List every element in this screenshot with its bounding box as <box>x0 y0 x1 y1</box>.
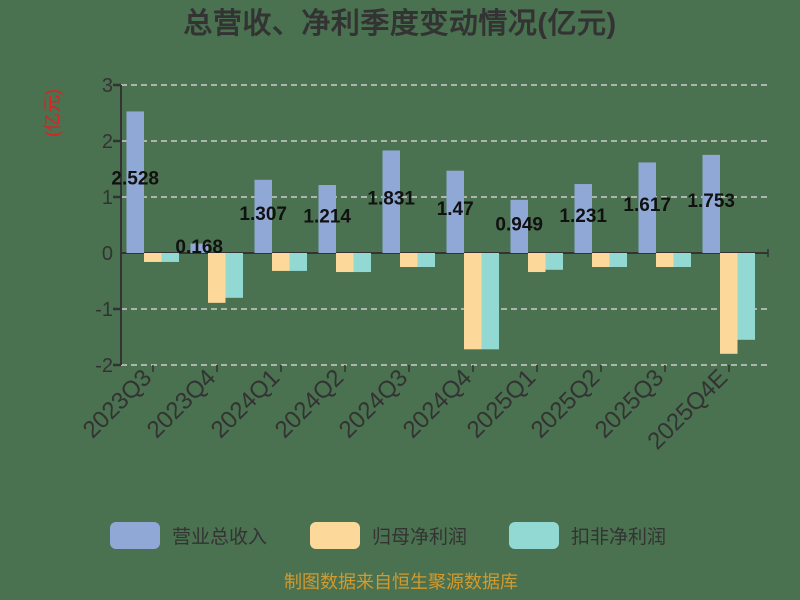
svg-text:3: 3 <box>102 75 113 97</box>
svg-text:1.307: 1.307 <box>239 204 287 225</box>
svg-text:0.168: 0.168 <box>175 237 223 258</box>
svg-text:-2: -2 <box>95 355 113 377</box>
svg-text:营业总收入: 营业总收入 <box>172 526 267 548</box>
svg-text:0: 0 <box>102 243 113 265</box>
svg-text:1.753: 1.753 <box>687 191 735 212</box>
svg-text:0.949: 0.949 <box>495 214 543 235</box>
svg-text:2: 2 <box>102 131 113 153</box>
svg-text:1.231: 1.231 <box>559 206 607 227</box>
svg-text:1.831: 1.831 <box>367 189 415 210</box>
svg-text:-1: -1 <box>95 299 113 321</box>
svg-text:扣非净利润: 扣非净利润 <box>571 526 666 548</box>
svg-text:2.528: 2.528 <box>111 168 159 189</box>
svg-text:1.214: 1.214 <box>303 207 351 228</box>
svg-text:总营收、净利季度变动情况(亿元): 总营收、净利季度变动情况(亿元) <box>183 6 616 40</box>
svg-text:归母净利润: 归母净利润 <box>372 526 467 548</box>
svg-text:1.47: 1.47 <box>437 199 474 220</box>
svg-text:制图数据来自恒生聚源数据库: 制图数据来自恒生聚源数据库 <box>284 572 518 592</box>
svg-text:1: 1 <box>102 187 113 209</box>
svg-text:1.617: 1.617 <box>623 195 671 216</box>
svg-text:(亿元): (亿元) <box>43 89 63 137</box>
